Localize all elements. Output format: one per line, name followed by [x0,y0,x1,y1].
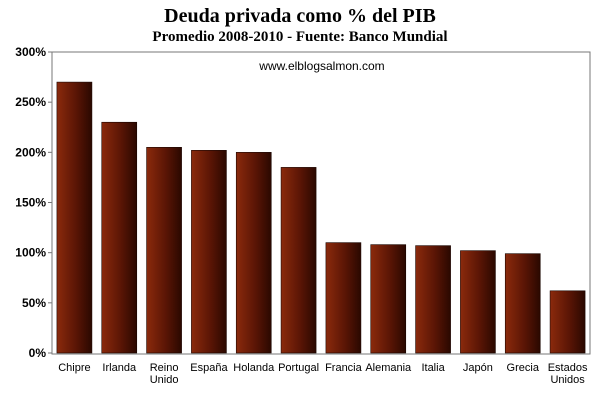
chart-title: Deuda privada como % del PIB [164,5,436,27]
y-tick-label: 250% [15,95,46,109]
x-category-label: Grecia [507,362,540,374]
x-category-label: Reino Unido [150,362,179,386]
x-category-label: Chipre [58,362,90,374]
y-tick-label: 50% [22,296,46,310]
bar [191,150,227,354]
y-tick-label: 100% [15,246,46,260]
bar [549,290,586,354]
x-category-label: Japón [463,362,493,374]
y-tick-label: 200% [15,145,46,159]
bar [325,242,362,354]
x-category-label: Holanda [233,362,275,374]
chart-subtitle: Promedio 2008-2010 - Fuente: Banco Mundi… [152,29,448,45]
bar [146,147,182,354]
y-tick-label: 0% [29,346,47,360]
x-category-label: Portugal [278,362,319,374]
bar [56,81,93,354]
x-category-label: Italia [421,362,445,374]
bar [504,253,541,354]
bar [370,244,407,354]
y-tick-label: 300% [15,45,46,59]
x-category-label: España [190,362,228,374]
x-category-label: Alemania [365,362,412,374]
bar [460,250,496,354]
bar [235,152,272,354]
x-category-label: Estados Unidos [548,362,588,386]
x-category-label: Francia [325,362,363,374]
y-tick-label: 150% [15,196,46,210]
bar [101,121,138,354]
bar [280,167,317,354]
x-category-label: Irlanda [102,362,137,374]
bar [415,245,451,354]
watermark-text: www.elblogsalmon.com [258,59,384,73]
